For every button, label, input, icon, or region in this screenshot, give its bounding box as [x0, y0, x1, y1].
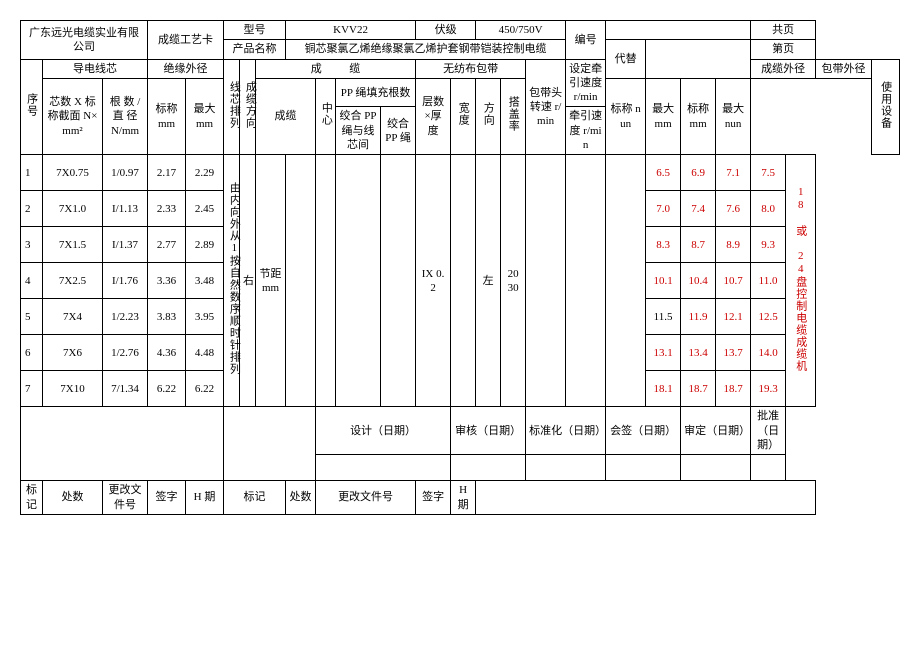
set-pull-val: [566, 155, 606, 407]
nw-thk-val: IX 0.2: [416, 155, 451, 407]
nw-overlap-val: 20 30: [501, 155, 526, 407]
pitch-val: [286, 155, 316, 407]
replace-label: 代替: [606, 40, 646, 79]
changelog-row: 标记 处数 更改文件号 签字 H 期 标记 处数 更改文件号 签字 H 期: [21, 481, 900, 515]
h-period-label: H 期: [186, 481, 224, 515]
nw-layer-thk-header: 层数×厚度: [416, 78, 451, 154]
cabling-sub-header: 成缆: [256, 78, 316, 154]
tape-od-max-header: 最大 nun: [716, 78, 751, 154]
total-page-label: 共页: [751, 21, 816, 40]
cable-od-max-header: 最大 mm: [646, 78, 681, 154]
pull-val: [606, 155, 646, 407]
pp-fill-b-header: 绞合PP 绳: [381, 107, 416, 155]
rd: 1/0.97: [103, 155, 148, 191]
root-dia-header: 根 数 / 直 径 N/mm: [103, 78, 148, 154]
c-max: 6.9: [681, 155, 716, 191]
nw-dir-val: 左: [476, 155, 501, 407]
pp-fill-a-header: 绞合 PP 绳与线芯间: [336, 107, 381, 155]
cable-dir-cell: 右: [240, 155, 256, 407]
model-label: 型号: [224, 21, 286, 40]
cable-dir-header: 成缆方向: [240, 59, 256, 155]
cabling-center-header: 中心: [316, 78, 336, 154]
h-period-label-2: H 期: [451, 481, 476, 515]
nonwoven-header: 无纺布包带: [416, 59, 526, 78]
cable-od-nom-header: 标称 nun: [606, 78, 646, 154]
center-val: [316, 155, 336, 407]
table-row: 1 7X0.75 1/0.97 2.17 2.29 由内向外从1按自然数序顺时针…: [21, 155, 900, 191]
model-value: KVV22: [286, 21, 416, 40]
change-doc-label-2: 更改文件号: [316, 481, 416, 515]
change-doc-label: 更改文件号: [103, 481, 148, 515]
seq: 1: [21, 155, 43, 191]
replace-value: [646, 40, 751, 79]
arrange-cell: 由内向外从1按自然数序顺时针排列: [224, 155, 240, 407]
nw-dir-header: 方向: [476, 78, 501, 154]
review-label: 审核（日期）: [451, 407, 526, 455]
ppb-val: [381, 155, 416, 407]
tape-head-header: 包带头转速 r/min: [526, 59, 566, 155]
max: 2.29: [186, 155, 224, 191]
mark-label: 标记: [21, 481, 43, 515]
design-label: 设计（日期）: [316, 407, 451, 455]
pp-fill-header: PP 绳填充根数: [336, 78, 416, 107]
loc-label: 处数: [43, 481, 103, 515]
ppa-val: [336, 155, 381, 407]
spec: 7X0.75: [43, 155, 103, 191]
core-spec-header: 芯数 X 标称截面 N×mm²: [43, 78, 103, 154]
tape-od-nom-header: 标称 mm: [681, 78, 716, 154]
cabling-group-header: 成 缆: [256, 59, 416, 78]
process-card-table: 广东远光电缆实业有限公司 成缆工艺卡 型号 KVV22 伏级 450/750V …: [20, 20, 900, 515]
product-name-value: 铜芯聚氯乙烯绝缘聚氯乙烯护套钢带铠装控制电缆: [286, 40, 566, 59]
sign-label: 签字: [148, 481, 186, 515]
seq-header: 序号: [21, 59, 43, 155]
tape-od-header: 包带外径: [816, 59, 872, 78]
c-nom: 6.5: [646, 155, 681, 191]
tape-head-val: [526, 155, 566, 407]
cable-od-header: 成缆外径: [751, 59, 816, 78]
pull-header: 牵引速度 r/min: [566, 107, 606, 155]
equip-cell: 18 或 24盘控制电缆成缆机: [786, 155, 816, 407]
product-name-label: 产品名称: [224, 40, 286, 59]
loc-label-2: 处数: [286, 481, 316, 515]
nw-width-val: [451, 155, 476, 407]
insul-od-header: 绝缘外径: [148, 59, 224, 78]
nw-overlap-header: 搭盖率: [501, 78, 526, 154]
mark-label-2: 标记: [224, 481, 286, 515]
header-row-1: 广东远光电缆实业有限公司 成缆工艺卡 型号 KVV22 伏级 450/750V …: [21, 21, 900, 40]
colhead-row-1: 序号 导电线芯 绝缘外径 线芯排列 成缆方向 成 缆 无纺布包带 包带头转速 r…: [21, 59, 900, 78]
cabling-pitch-cell: 节距mm: [256, 155, 286, 407]
approve-label: 审定（日期）: [681, 407, 751, 455]
set-pull-header: 设定牵引速度 r/min: [566, 59, 606, 107]
t-max: 7.5: [751, 155, 786, 191]
standard-label: 标准化（日期）: [526, 407, 606, 455]
approval-row: 设计（日期） 审核（日期） 标准化（日期） 会签（日期） 审定（日期） 批准（日…: [21, 407, 900, 455]
nom: 2.17: [148, 155, 186, 191]
volt-label: 伏级: [416, 21, 476, 40]
t-nom: 7.1: [716, 155, 751, 191]
colhead-row-2: 芯数 X 标称截面 N×mm² 根 数 / 直 径 N/mm 标称 mm 最大 …: [21, 78, 900, 107]
nw-width-header: 宽度: [451, 78, 476, 154]
company-cell: 广东远光电缆实业有限公司: [21, 21, 148, 60]
core-arrange-header: 线芯排列: [224, 59, 240, 155]
code-value: [606, 21, 751, 40]
ins-max-header: 最大 mm: [186, 78, 224, 154]
volt-value: 450/750V: [476, 21, 566, 40]
code-label: 编号: [566, 21, 606, 60]
card-title-cell: 成缆工艺卡: [148, 21, 224, 60]
sign-label-2: 签字: [416, 481, 451, 515]
conductor-header: 导电线芯: [43, 59, 148, 78]
page-label: 第页: [751, 40, 816, 59]
authorize-label: 批准（日期）: [751, 407, 786, 455]
ins-nom-header: 标称 mm: [148, 78, 186, 154]
cosign-label: 会签（日期）: [606, 407, 681, 455]
equip-header: 使用设备: [872, 59, 900, 155]
